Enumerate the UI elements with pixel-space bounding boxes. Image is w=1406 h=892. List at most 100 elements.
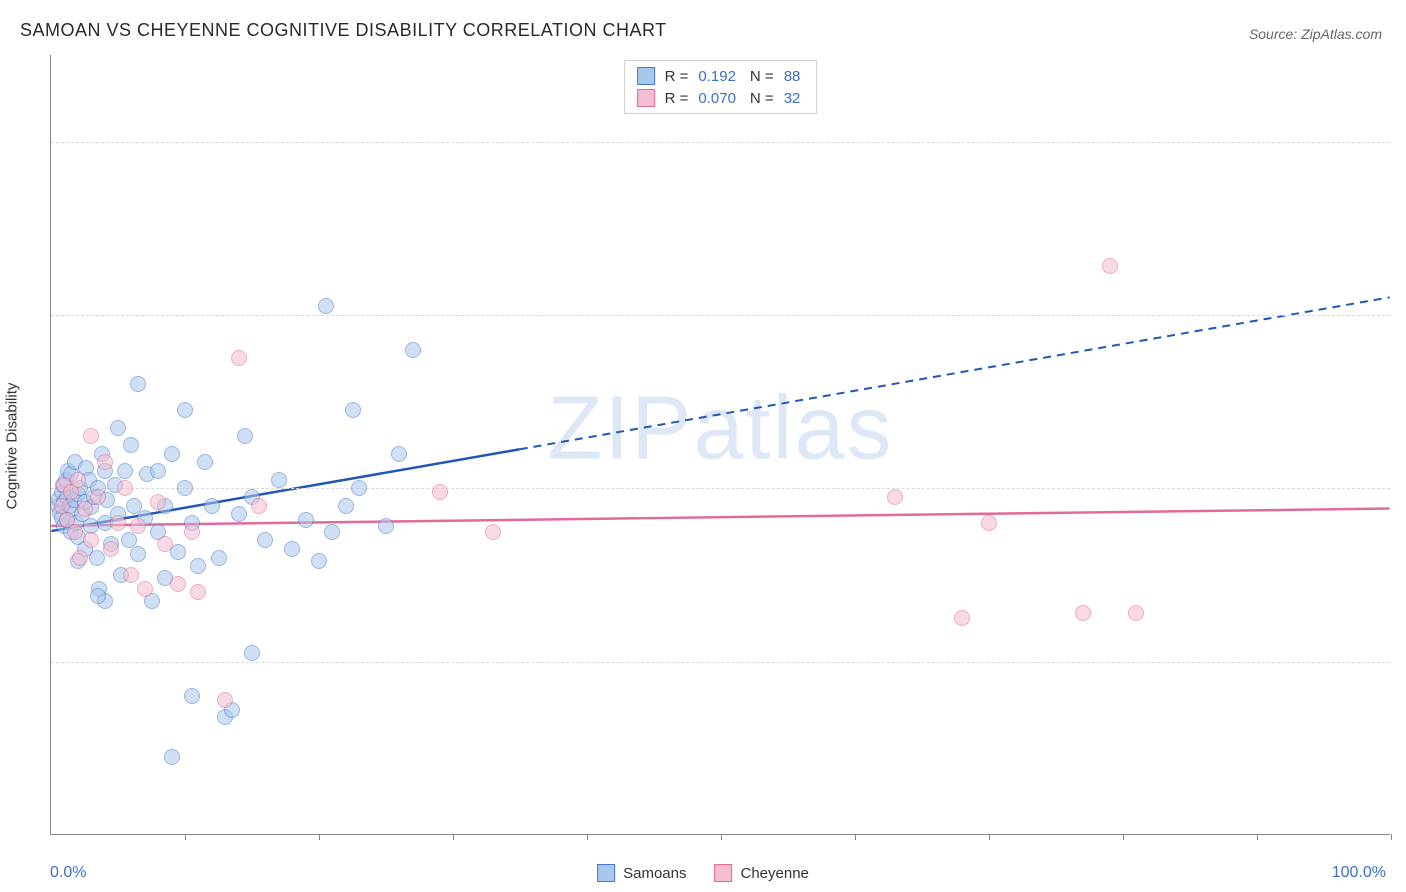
scatter-point: [432, 484, 448, 500]
scatter-point: [271, 472, 287, 488]
scatter-point: [77, 501, 93, 517]
chart-title: SAMOAN VS CHEYENNE COGNITIVE DISABILITY …: [20, 20, 667, 41]
scatter-point: [137, 581, 153, 597]
n-label: N =: [750, 68, 774, 85]
x-tick: [1391, 834, 1392, 840]
scatter-point: [231, 506, 247, 522]
legend-swatch: [637, 67, 655, 85]
scatter-point: [184, 524, 200, 540]
plot-area: ZIPatlas R =0.192N =88R =0.070N =32 10.0…: [50, 55, 1390, 835]
y-axis-title: Cognitive Disability: [4, 383, 21, 510]
scatter-point: [217, 692, 233, 708]
scatter-point: [204, 498, 220, 514]
scatter-point: [117, 480, 133, 496]
x-axis-min-label: 0.0%: [50, 864, 86, 882]
x-tick: [1257, 834, 1258, 840]
scatter-point: [103, 541, 119, 557]
scatter-point: [110, 420, 126, 436]
correlation-legend: R = 0.192 N = 88 R = 0.070 N = 32: [624, 60, 818, 114]
scatter-point: [1128, 605, 1144, 621]
x-tick: [989, 834, 990, 840]
scatter-point: [130, 518, 146, 534]
scatter-point: [130, 546, 146, 562]
scatter-point: [170, 544, 186, 560]
scatter-point: [177, 480, 193, 496]
scatter-point: [284, 541, 300, 557]
n-label: N =: [750, 90, 774, 107]
scatter-point: [251, 498, 267, 514]
scatter-point: [157, 536, 173, 552]
gridline: [51, 315, 1390, 316]
legend-swatch: [714, 864, 732, 882]
scatter-point: [190, 558, 206, 574]
scatter-point: [164, 749, 180, 765]
scatter-point: [257, 532, 273, 548]
scatter-point: [345, 402, 361, 418]
trend-line-dashed: [520, 297, 1390, 449]
n-value: 88: [784, 68, 801, 85]
chart-container: SAMOAN VS CHEYENNE COGNITIVE DISABILITY …: [0, 0, 1406, 892]
legend-item: Cheyenne: [714, 864, 808, 882]
scatter-point: [391, 446, 407, 462]
gridline: [51, 142, 1390, 143]
scatter-point: [1075, 605, 1091, 621]
scatter-point: [170, 576, 186, 592]
series-legend: Samoans Cheyenne: [597, 864, 809, 882]
r-value: 0.192: [698, 68, 736, 85]
scatter-point: [117, 463, 133, 479]
scatter-point: [378, 518, 394, 534]
scatter-point: [177, 402, 193, 418]
scatter-point: [981, 515, 997, 531]
x-tick: [721, 834, 722, 840]
scatter-point: [244, 645, 260, 661]
scatter-point: [70, 472, 86, 488]
scatter-point: [1102, 258, 1118, 274]
scatter-point: [184, 688, 200, 704]
legend-label: Cheyenne: [740, 865, 808, 882]
x-tick: [453, 834, 454, 840]
scatter-point: [311, 553, 327, 569]
scatter-point: [298, 512, 314, 528]
r-label: R =: [665, 68, 689, 85]
scatter-point: [150, 463, 166, 479]
scatter-point: [123, 567, 139, 583]
scatter-point: [197, 454, 213, 470]
scatter-point: [97, 454, 113, 470]
scatter-point: [954, 610, 970, 626]
legend-row: R = 0.192 N = 88: [633, 65, 809, 87]
scatter-point: [324, 524, 340, 540]
scatter-point: [89, 550, 105, 566]
scatter-point: [110, 515, 126, 531]
legend-swatch: [597, 864, 615, 882]
scatter-point: [83, 532, 99, 548]
x-tick: [587, 834, 588, 840]
scatter-point: [190, 584, 206, 600]
r-label: R =: [665, 90, 689, 107]
scatter-point: [67, 524, 83, 540]
scatter-point: [164, 446, 180, 462]
legend-row: R = 0.070 N = 32: [633, 87, 809, 109]
scatter-point: [405, 342, 421, 358]
scatter-point: [231, 350, 247, 366]
scatter-point: [130, 376, 146, 392]
scatter-point: [211, 550, 227, 566]
scatter-point: [237, 428, 253, 444]
trend-lines: [51, 55, 1390, 834]
scatter-point: [90, 489, 106, 505]
scatter-point: [90, 588, 106, 604]
scatter-point: [351, 480, 367, 496]
x-tick: [1123, 834, 1124, 840]
n-value: 32: [784, 90, 801, 107]
gridline: [51, 662, 1390, 663]
x-tick: [855, 834, 856, 840]
scatter-point: [485, 524, 501, 540]
scatter-point: [338, 498, 354, 514]
legend-item: Samoans: [597, 864, 686, 882]
r-value: 0.070: [698, 90, 736, 107]
scatter-point: [72, 550, 88, 566]
source-attribution: Source: ZipAtlas.com: [1249, 26, 1382, 42]
x-tick: [319, 834, 320, 840]
scatter-point: [150, 494, 166, 510]
legend-swatch: [637, 89, 655, 107]
scatter-point: [83, 428, 99, 444]
